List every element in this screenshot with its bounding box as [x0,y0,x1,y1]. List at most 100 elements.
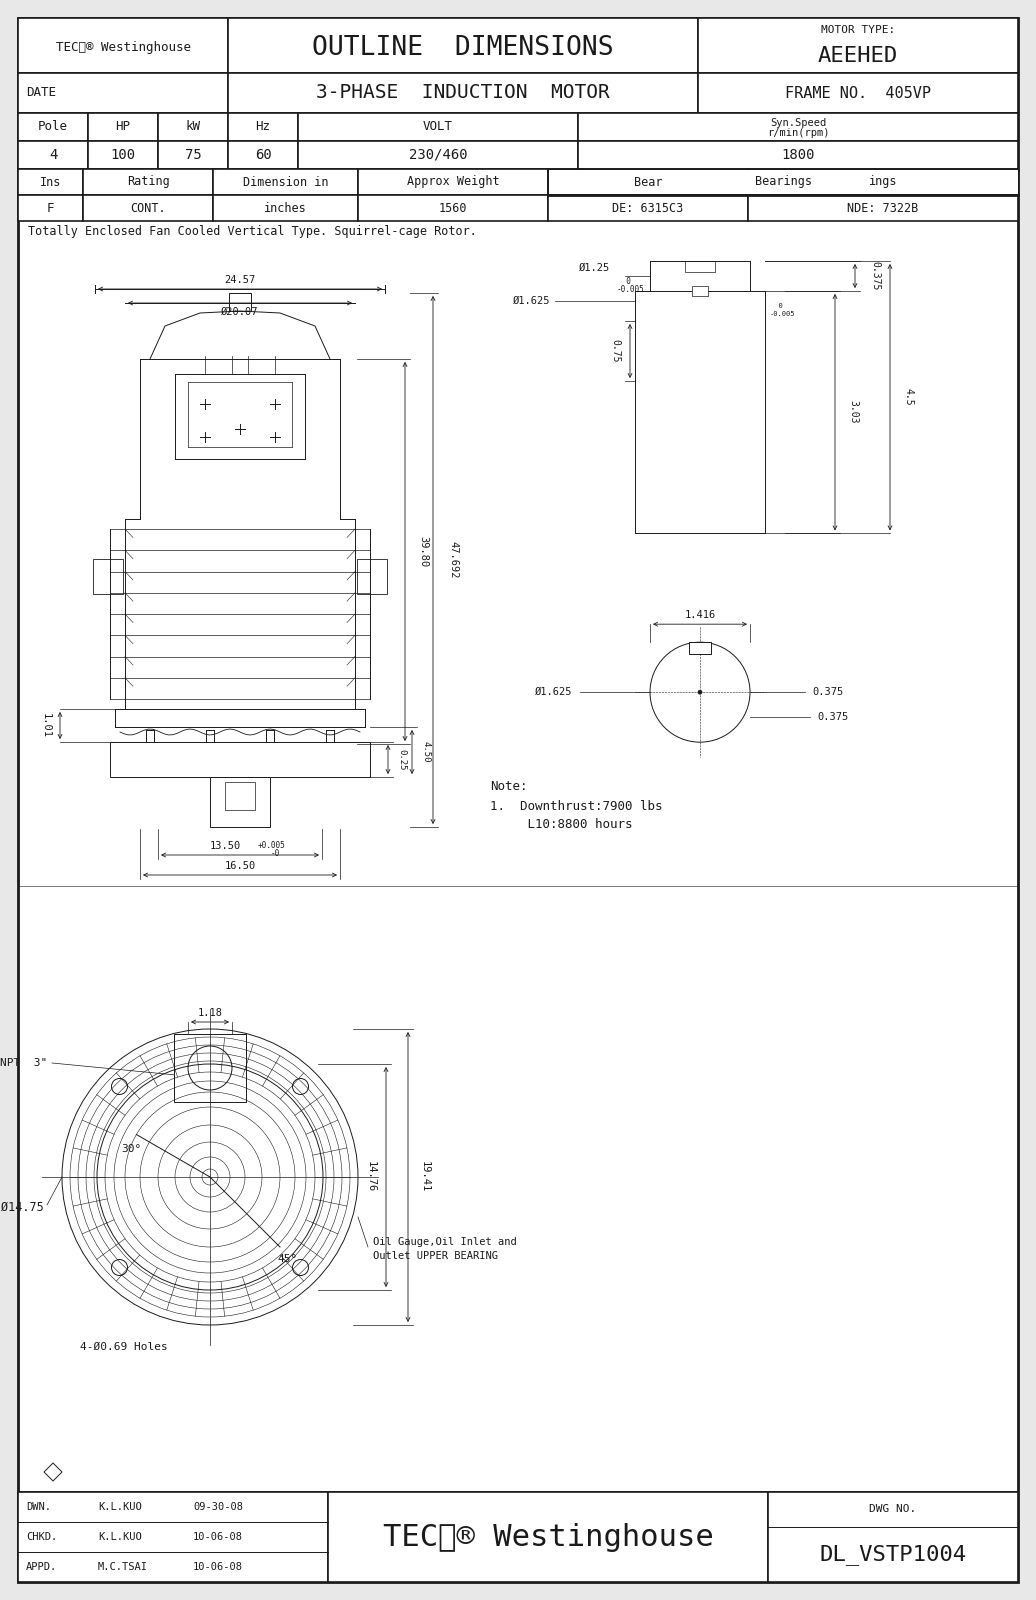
Bar [83,195,213,221]
Text: FRAME NO.  405VP: FRAME NO. 405VP [785,85,931,101]
Bar [748,195,1018,221]
Text: -0.005: -0.005 [617,285,644,293]
Text: 1.  Downthrust:7900 lbs: 1. Downthrust:7900 lbs [490,800,662,813]
Text: 24.57: 24.57 [225,275,256,285]
Bar [18,1491,1018,1582]
Bar [159,141,228,170]
Bar [18,114,88,141]
Bar [228,141,298,170]
Bar [229,293,251,310]
Bar [358,195,548,221]
Text: 13.50: 13.50 [209,842,240,851]
Text: 0.375: 0.375 [812,686,843,698]
Text: AEEHED: AEEHED [817,46,898,66]
Text: Dimension in: Dimension in [242,176,328,189]
Text: -0.005: -0.005 [770,310,796,317]
Text: Ø1.625: Ø1.625 [535,686,572,698]
Text: Ø1.625: Ø1.625 [513,296,550,306]
Text: Ø14.75: Ø14.75 [1,1200,44,1213]
Text: 100: 100 [111,149,136,162]
Bar [225,782,255,810]
Text: 0.75: 0.75 [610,339,620,363]
Text: Note:: Note: [490,779,527,792]
Text: Pole: Pole [38,120,68,133]
Text: 19.41: 19.41 [420,1162,430,1192]
Text: Ø1.25: Ø1.25 [579,262,610,274]
Text: 0: 0 [617,277,631,285]
Bar [358,170,548,195]
Bar [689,642,711,654]
Text: 45°: 45° [278,1254,298,1264]
Bar [578,114,1018,141]
Bar [298,141,578,170]
Text: 1.01: 1.01 [41,714,51,738]
Bar [228,114,298,141]
Text: Oil Gauge,Oil Inlet and: Oil Gauge,Oil Inlet and [373,1237,517,1246]
Text: Totally Enclosed Fan Cooled Vertical Type. Squirrel-cage Rotor.: Totally Enclosed Fan Cooled Vertical Typ… [28,226,477,238]
Polygon shape [44,1462,62,1482]
Text: 47.692: 47.692 [448,541,458,579]
Text: 4.5: 4.5 [903,389,913,406]
Bar [18,1491,328,1582]
Bar [88,141,159,170]
Text: 1560: 1560 [439,202,467,214]
Text: 10-06-08: 10-06-08 [193,1533,243,1542]
Text: 0.25: 0.25 [398,749,406,770]
Text: VOLT: VOLT [423,120,453,133]
Text: APPD.: APPD. [26,1562,57,1571]
Bar [698,74,1018,114]
Bar [548,195,748,221]
Text: OUTLINE  DIMENSIONS: OUTLINE DIMENSIONS [312,35,613,61]
Bar [174,1034,246,1102]
Text: inches: inches [264,202,307,214]
Text: -0: -0 [270,848,280,858]
Bar [768,1491,1018,1582]
Bar [298,114,578,141]
Text: ings: ings [869,176,897,189]
Text: 1.18: 1.18 [198,1008,223,1018]
Text: 14.76: 14.76 [366,1162,376,1192]
Text: r/min(rpm): r/min(rpm) [767,128,829,138]
Text: 1800: 1800 [781,149,814,162]
Text: +0.005: +0.005 [258,842,286,851]
Bar [88,114,159,141]
Text: 0.375: 0.375 [870,261,880,291]
Text: DL_VSTP1004: DL_VSTP1004 [819,1544,967,1565]
Text: 4-Ø0.69 Holes: 4-Ø0.69 Holes [80,1342,168,1352]
Bar [549,170,1018,194]
Text: HP: HP [115,120,131,133]
Bar [110,742,370,778]
Text: M.C.TSAI: M.C.TSAI [98,1562,148,1571]
Bar [692,286,708,296]
Text: K.L.KUO: K.L.KUO [98,1533,142,1542]
Text: K.L.KUO: K.L.KUO [98,1502,142,1512]
Bar [357,558,387,594]
Bar [748,170,1018,195]
Circle shape [698,690,702,694]
Text: DWN.: DWN. [26,1502,51,1512]
Text: 3.03: 3.03 [848,400,858,424]
Text: 230/460: 230/460 [408,149,467,162]
Text: DATE: DATE [26,86,56,99]
Text: 39.80: 39.80 [418,536,428,566]
Bar [18,74,228,114]
Text: DE: 6315C3: DE: 6315C3 [612,202,684,214]
Text: MOTOR TYPE:: MOTOR TYPE: [821,26,895,35]
Text: Bear: Bear [634,176,662,189]
Text: 4: 4 [49,149,57,162]
Text: CONT.: CONT. [131,202,166,214]
Bar [328,1491,768,1582]
Text: Approx Weight: Approx Weight [407,176,499,189]
Text: 3-PHASE  INDUCTION  MOTOR: 3-PHASE INDUCTION MOTOR [316,83,610,102]
Text: CHKD.: CHKD. [26,1533,57,1542]
Bar [213,195,358,221]
Bar [18,170,83,195]
Bar [213,170,358,195]
Text: 16.50: 16.50 [225,861,256,870]
Bar [18,195,83,221]
Text: 10-06-08: 10-06-08 [193,1562,243,1571]
Bar [93,558,123,594]
Bar [18,141,88,170]
Text: TECⓈ® Westinghouse: TECⓈ® Westinghouse [382,1523,714,1552]
Text: NPT  3": NPT 3" [0,1058,47,1069]
